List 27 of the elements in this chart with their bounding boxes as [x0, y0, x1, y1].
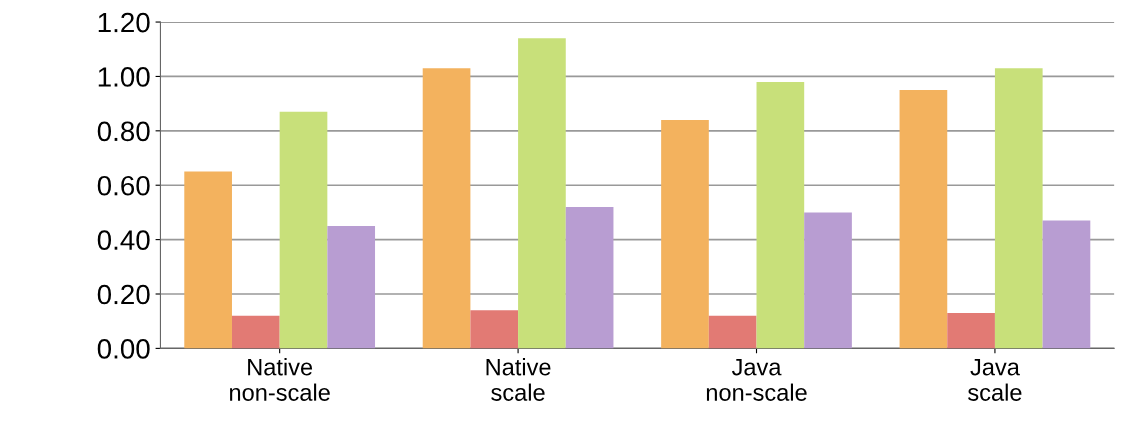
- bar: [279, 111, 328, 349]
- bar: [661, 119, 709, 349]
- bar: [708, 315, 757, 349]
- bar: [565, 206, 614, 349]
- y-tick-label: 0.80: [97, 121, 150, 142]
- bar: [184, 171, 232, 349]
- x-tick-label: Native scale: [486, 358, 551, 401]
- bar: [518, 38, 566, 349]
- y-tick-label: 0.40: [97, 230, 150, 250]
- y-tick-label: 1.20: [98, 12, 150, 33]
- y-tick-label: 1.00: [98, 67, 150, 87]
- bar: [470, 310, 519, 349]
- bar: [231, 315, 280, 349]
- x-tick-label: Native non-scale: [230, 358, 330, 401]
- x-tick-label: Java non-scale: [706, 358, 807, 401]
- bar: [994, 68, 1043, 349]
- y-tick-label: 0.60: [97, 175, 150, 196]
- bar: [756, 81, 805, 349]
- bar: [327, 226, 376, 349]
- bar: [899, 90, 948, 349]
- x-tick-label: Java scale: [968, 358, 1022, 401]
- bar: [947, 313, 995, 349]
- bar: [422, 68, 471, 349]
- bar: [1042, 220, 1091, 349]
- bar: [804, 212, 852, 349]
- y-tick-label: 0.00: [97, 339, 150, 359]
- y-tick-label: 0.20: [97, 284, 150, 305]
